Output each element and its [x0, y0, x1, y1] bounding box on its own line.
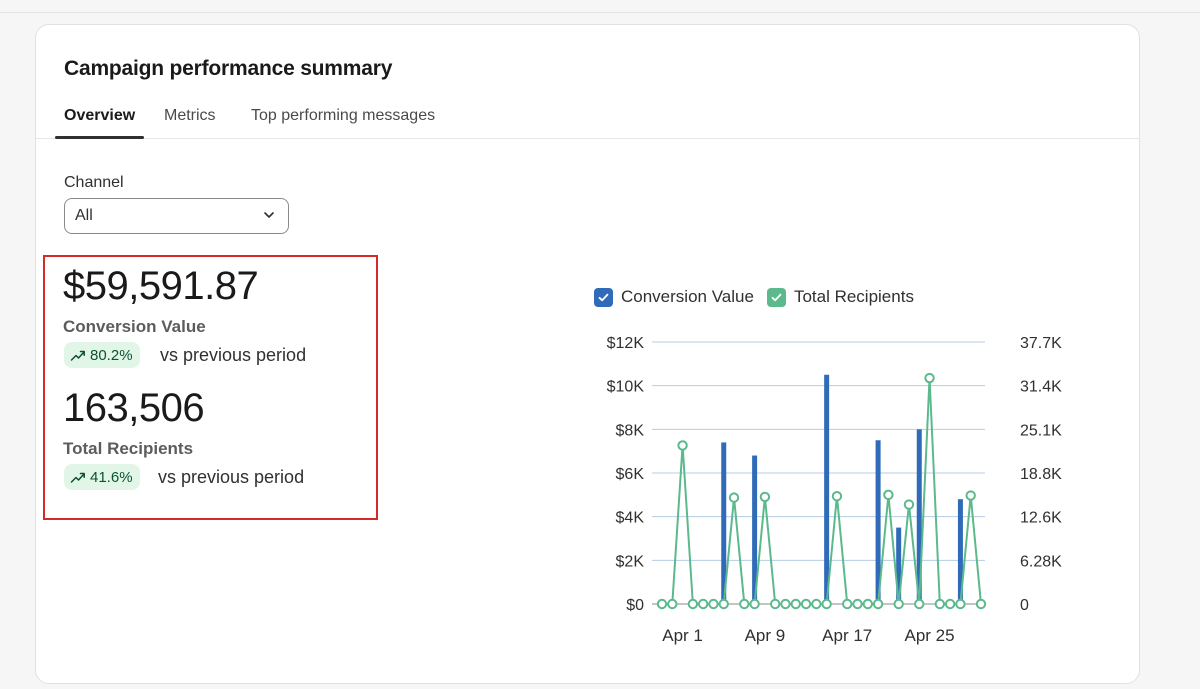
- trend-up-icon: [70, 472, 85, 483]
- recipients-change-value: 41.6%: [90, 468, 133, 486]
- legend-label-conversion-value: Conversion Value: [621, 287, 754, 306]
- x-tick-label: Apr 9: [745, 626, 786, 645]
- total-recipients-point: [656, 598, 668, 610]
- y-left-tick-label: $8K: [616, 422, 645, 439]
- y-left-tick-label: $2K: [616, 553, 645, 570]
- total-recipients-point: [780, 598, 791, 610]
- chevron-down-icon: [264, 212, 274, 218]
- y-left-tick-label: $6K: [616, 466, 645, 483]
- total-recipients-point: [677, 440, 688, 451]
- total-recipients-point: [862, 598, 874, 610]
- channel-select[interactable]: All: [64, 198, 289, 234]
- recipients-comparison-text: vs previous period: [158, 467, 305, 487]
- conversion-value-bar: [957, 499, 963, 604]
- y-right-tick-label: 18.8K: [1020, 466, 1062, 483]
- x-tick-label: Apr 25: [905, 626, 955, 645]
- channel-label: Channel: [64, 174, 124, 191]
- total-recipients-point: [800, 598, 812, 610]
- y-right-tick-label: 25.1K: [1020, 422, 1062, 439]
- total-recipients-point: [749, 598, 760, 610]
- conversion-change-badge: 80.2%: [64, 342, 140, 368]
- x-tick-label: Apr 1: [662, 626, 703, 645]
- total-recipients-point: [697, 598, 709, 610]
- recipients-change-badge: 41.6%: [64, 464, 140, 490]
- total-recipients-point: [667, 598, 678, 610]
- total-recipients-point: [965, 490, 976, 501]
- conversion-value-bar: [875, 440, 881, 604]
- x-tick-label: Apr 17: [822, 626, 872, 645]
- legend-label-total-recipients: Total Recipients: [793, 287, 914, 306]
- legend-item-conversion-value[interactable]: Conversion Value: [594, 287, 754, 307]
- total-recipients-point: [708, 598, 719, 610]
- chart-legend: Conversion Value Total Recipients: [594, 287, 927, 307]
- y-right-tick-label: 12.6K: [1020, 510, 1062, 527]
- y-right-tick-label: 37.7K: [1020, 335, 1062, 352]
- y-left-tick-label: $0: [626, 597, 644, 614]
- total-recipients-point: [934, 598, 946, 610]
- total-recipients-point: [852, 598, 863, 610]
- card-title: Campaign performance summary: [64, 57, 393, 80]
- campaign-summary-card: Campaign performance summary Overview Me…: [35, 24, 1140, 684]
- tab-overview[interactable]: Overview: [64, 107, 136, 124]
- conversion-value-bar: [916, 429, 922, 604]
- conversion-value-amount: $59,591.87: [63, 264, 259, 308]
- total-recipients-point: [831, 491, 843, 502]
- channel-select-value: All: [75, 207, 93, 224]
- checkbox-checked-icon[interactable]: [594, 287, 613, 307]
- total-recipients-point: [872, 598, 884, 610]
- total-recipients-point: [883, 489, 894, 501]
- conversion-value-bar: [896, 527, 902, 604]
- total-recipients-point: [924, 372, 935, 384]
- total-recipients-point: [769, 598, 781, 610]
- y-right-tick-label: 6.28K: [1020, 553, 1062, 570]
- conversion-value-bar: [721, 442, 727, 604]
- tab-metrics[interactable]: Metrics: [164, 107, 216, 124]
- total-recipients-point: [903, 499, 915, 510]
- total-recipients-point: [914, 598, 925, 610]
- total-recipients-point: [821, 598, 832, 610]
- y-right-tick-label: 31.4K: [1020, 379, 1062, 396]
- trend-up-icon: [70, 350, 85, 361]
- total-recipients-point: [718, 598, 729, 610]
- total-recipients-amount: 163,506: [63, 386, 205, 430]
- total-recipients-label: Total Recipients: [63, 439, 194, 458]
- y-right-tick-label: 0: [1020, 597, 1029, 614]
- conversion-value-bar: [752, 455, 758, 604]
- total-recipients-point: [955, 598, 966, 610]
- y-left-tick-label: $4K: [616, 510, 645, 527]
- total-recipients-point: [739, 598, 750, 610]
- total-recipients-point: [759, 491, 771, 503]
- conversion-comparison-text: vs previous period: [160, 345, 307, 365]
- conversion-change-value: 80.2%: [90, 346, 133, 364]
- metrics-highlight-box: [43, 255, 378, 520]
- top-divider: [0, 12, 1200, 13]
- total-recipients-point: [811, 598, 822, 610]
- total-recipients-point: [975, 598, 987, 610]
- y-left-tick-label: $10K: [607, 379, 645, 396]
- conversion-value-bar: [824, 374, 830, 604]
- total-recipients-point: [842, 598, 853, 610]
- legend-item-total-recipients[interactable]: Total Recipients: [766, 287, 914, 307]
- total-recipients-point: [893, 598, 904, 610]
- performance-chart: $0 0 $2K 6.28K $4K 12.6K $6K 18.8K $8K 25.1K $10K 3…: [607, 335, 1063, 645]
- y-left-tick-label: $12K: [607, 335, 645, 352]
- tab-bar: Overview Metrics Top performing messages: [36, 103, 1139, 139]
- total-recipients-point: [728, 492, 740, 503]
- total-recipients-point: [944, 598, 956, 610]
- checkbox-checked-icon[interactable]: [766, 287, 786, 307]
- tab-top-performing-messages[interactable]: Top performing messages: [251, 107, 436, 124]
- active-tab-indicator: [55, 136, 144, 139]
- conversion-value-label: Conversion Value: [63, 317, 206, 336]
- total-recipients-point: [687, 598, 699, 610]
- total-recipients-line: [662, 377, 982, 605]
- total-recipients-point: [790, 598, 801, 610]
